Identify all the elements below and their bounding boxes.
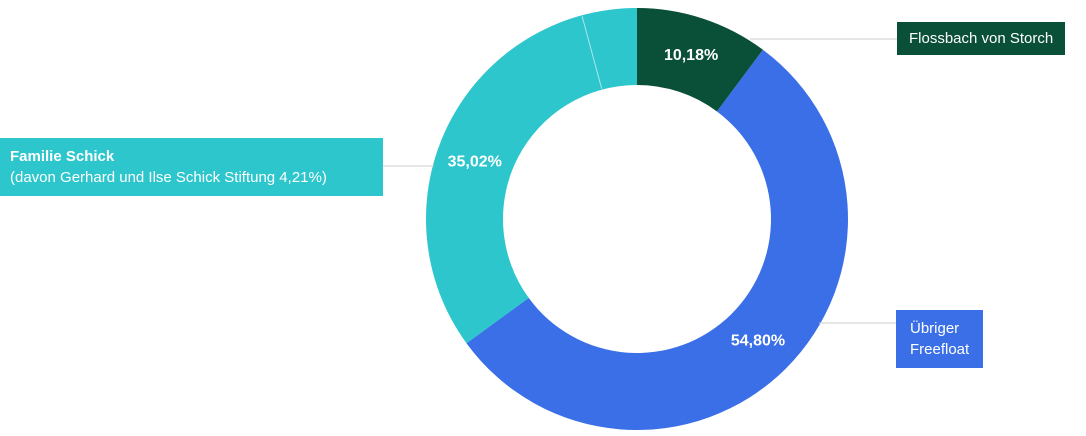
donut-segment-2[interactable] — [426, 8, 637, 344]
segment-percent-label-1: 54,80% — [731, 333, 785, 350]
callout-familie-schick-title: Familie Schick — [10, 148, 115, 165]
donut-segment-1[interactable] — [466, 49, 848, 430]
sub-slice-divider — [581, 16, 603, 89]
callout-uebriger-freefloat-line1: Übriger — [910, 320, 960, 337]
callout-uebriger-freefloat: Übriger Freefloat — [896, 310, 984, 368]
callout-flossbach-von-storch: Flossbach von Storch — [897, 22, 1066, 55]
segment-percent-label-0: 10,18% — [664, 47, 718, 64]
callout-familie-schick: Familie Schick (davon Gerhard und Ilse S… — [0, 138, 383, 196]
donut-segment-0[interactable] — [637, 8, 763, 112]
donut-segments-group: 10,18% 54,80% 35,02% — [426, 8, 848, 430]
callout-uebriger-freefloat-line2: Freefloat — [910, 341, 970, 358]
segment-percent-label-2: 35,02% — [448, 153, 502, 170]
callout-familie-schick-subtitle: (davon Gerhard und Ilse Schick Stiftung … — [10, 169, 327, 186]
